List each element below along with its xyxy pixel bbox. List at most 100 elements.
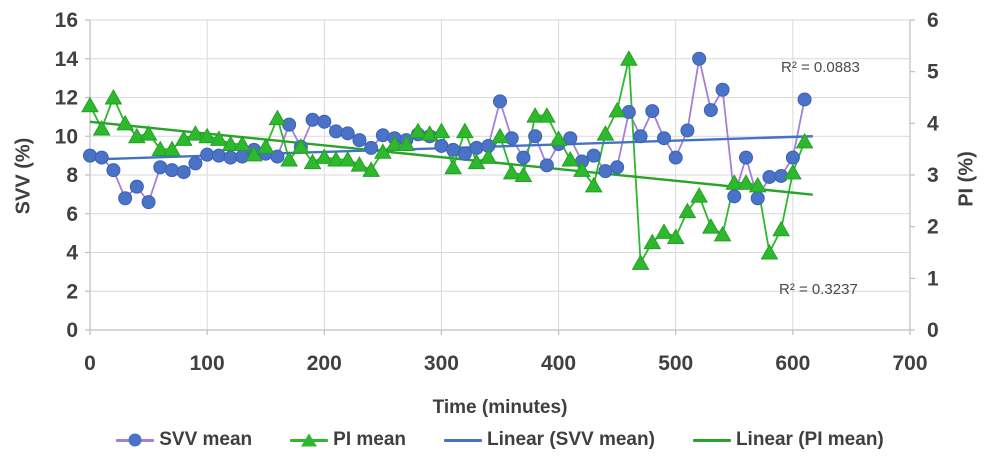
right-axis-tick-label: 0	[927, 319, 939, 342]
right-axis-tick-label: 4	[927, 112, 939, 135]
svv-mean-point	[364, 140, 379, 155]
pi-mean-point	[502, 163, 521, 180]
pi-mean-point	[327, 150, 345, 167]
pi-mean-point	[608, 101, 627, 118]
svv-mean-point	[188, 156, 203, 171]
linear-svv-line-swatch	[444, 438, 483, 442]
pi-mean-point	[373, 143, 392, 159]
svv-mean-point	[129, 179, 144, 194]
svv-circle-marker-icon	[128, 433, 142, 447]
x-axis-tick-label: 400	[541, 352, 576, 375]
pi-mean-point	[256, 138, 275, 154]
svv-mean-point	[83, 148, 97, 163]
svv-mean-point	[446, 142, 461, 157]
left-axis-tick-label: 6	[66, 203, 78, 226]
right-axis-tick-label: 5	[927, 61, 939, 84]
pi-mean-point	[209, 130, 228, 146]
pi-mean-point	[409, 122, 427, 139]
legend-label-linear-svv: Linear (SVV mean)	[487, 429, 655, 450]
left-axis-tick-label: 0	[66, 319, 78, 342]
right-axis-title: PI (%)	[955, 151, 978, 207]
left-axis-tick-label: 2	[66, 280, 78, 303]
pi-mean-point	[537, 107, 556, 123]
svv-mean-point	[680, 123, 695, 138]
pi-mean-point	[479, 148, 498, 164]
svv-mean-point	[715, 82, 730, 97]
legend: SVV mean PI mean Linear (SVV mean) Linea…	[0, 429, 1000, 451]
svv-mean-point	[657, 131, 671, 146]
pi-mean-point	[291, 138, 310, 154]
svv-mean-point	[176, 165, 191, 180]
pi-mean-point	[303, 153, 322, 170]
pi-mean-point	[315, 148, 334, 164]
right-axis-tick-label: 3	[927, 164, 939, 187]
left-axis-tick-label: 4	[66, 242, 78, 265]
pi-mean-point	[81, 96, 99, 113]
pi-mean-point	[350, 156, 369, 172]
pi-mean-point	[561, 150, 580, 167]
pi-mean-point	[163, 140, 181, 157]
legend-item-svv-mean[interactable]: SVV mean	[116, 429, 252, 451]
legend-label-linear-pi: Linear (PI mean)	[735, 429, 884, 450]
pi-mean-point	[467, 153, 486, 170]
legend-item-linear-svv[interactable]: Linear (SVV mean)	[444, 429, 655, 451]
pi-mean-point	[338, 150, 357, 167]
svv-mean-legend-marker	[116, 432, 155, 449]
x-axis-tick-label: 200	[307, 352, 342, 375]
pi-mean-point	[678, 202, 697, 219]
svv-mean-point	[645, 104, 660, 119]
pi-mean-point	[455, 122, 474, 139]
pi-mean-point	[491, 127, 509, 144]
svv-mean-point	[727, 189, 742, 204]
x-axis-tick-label: 700	[892, 352, 927, 375]
pi-mean-point	[139, 125, 158, 141]
svv-mean-point	[493, 94, 507, 109]
pi-mean-point	[783, 163, 802, 180]
pi-mean-point	[596, 125, 615, 141]
legend-item-pi-mean[interactable]: PI mean	[290, 429, 406, 451]
x-axis-tick-label: 0	[84, 352, 96, 375]
legend-label-pi-mean: PI mean	[333, 429, 407, 450]
svv-mean-point	[94, 150, 109, 165]
pi-mean-point	[631, 254, 650, 270]
svv-mean-point	[633, 129, 648, 144]
x-axis-title: Time (minutes)	[432, 397, 568, 418]
pi-mean-point	[760, 243, 779, 260]
svv-mean-point	[563, 131, 578, 146]
pi-mean-point	[245, 145, 263, 162]
linear-pi-line-swatch	[692, 438, 731, 442]
svv-mean-point	[223, 150, 238, 165]
pi-mean-point	[280, 150, 299, 167]
svv-mean-point	[762, 169, 777, 184]
svv-mean-point	[141, 195, 156, 210]
left-axis-tick-label: 8	[66, 164, 78, 187]
svv-mean-point	[329, 124, 343, 139]
svv-mean-point	[598, 164, 613, 179]
svv-mean-point	[692, 51, 707, 66]
pi-mean-point	[725, 174, 744, 190]
pi-mean-point	[701, 218, 720, 234]
svv-mean-point	[516, 150, 531, 165]
svv-mean-point	[539, 158, 554, 173]
right-axis-tick-label: 1	[927, 267, 939, 290]
pi-mean-point	[619, 50, 638, 66]
legend-item-linear-pi[interactable]: Linear (PI mean)	[692, 429, 884, 451]
pi-mean-point	[233, 135, 252, 151]
pi-mean-point	[549, 130, 568, 146]
pi-mean-point	[737, 174, 755, 190]
pi-mean-point	[221, 135, 240, 151]
legend-label-svv-mean: SVV mean	[159, 429, 253, 450]
svv-mean-point	[785, 150, 800, 165]
pi-mean-point	[795, 132, 814, 149]
svv-mean-point	[457, 146, 472, 161]
svv-mean-point	[750, 191, 765, 206]
x-axis-tick-label: 600	[775, 352, 810, 375]
linear-svv-legend-marker	[444, 432, 483, 449]
pi-mean-point	[174, 130, 193, 146]
svv-mean-point	[317, 114, 332, 129]
pi-mean-point	[385, 135, 404, 151]
svv-mean-point	[434, 138, 449, 153]
svv-mean-point	[200, 147, 215, 162]
